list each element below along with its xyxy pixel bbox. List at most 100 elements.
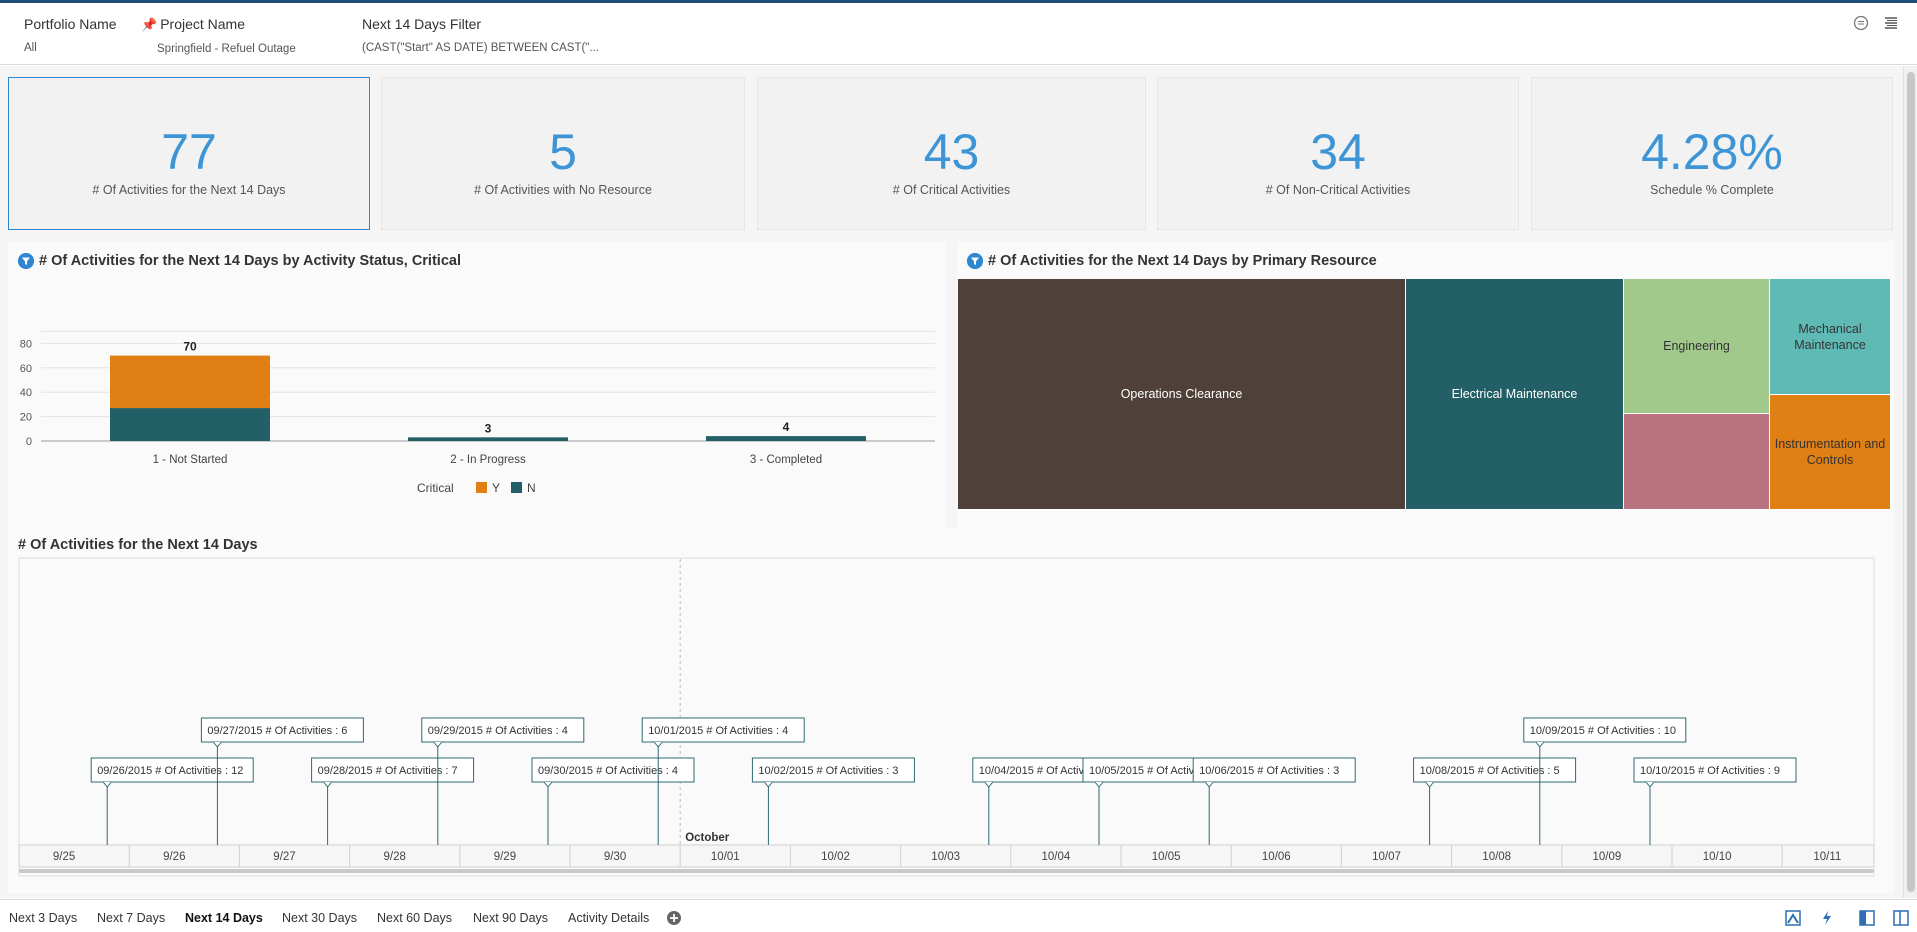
plus-circle-icon[interactable]	[666, 910, 682, 931]
filter-next-14-days[interactable]: Next 14 Days Filter (CAST("Start" AS DAT…	[362, 16, 599, 54]
treemap-label: Instrumentation and Controls	[1774, 437, 1886, 467]
bar-segment-Y[interactable]	[110, 355, 270, 409]
x-tick-label: 10/11	[1813, 851, 1841, 863]
event-box[interactable]	[641, 717, 805, 743]
split-pane-icon[interactable]	[1892, 909, 1910, 931]
legend-swatch-y[interactable]	[476, 482, 487, 493]
kpi-tile-no-resource[interactable]: 5 # Of Activities with No Resource	[381, 77, 745, 230]
event-pointer	[323, 781, 332, 788]
tab-next-3-days[interactable]: Next 3 Days	[9, 911, 78, 925]
event-pointer	[1535, 741, 1545, 748]
kpi-tile-activities-next-14[interactable]: 77 # Of Activities for the Next 14 Days	[8, 77, 370, 230]
filter-value: (CAST("Start" AS DATE) BETWEEN CAST("...	[362, 42, 599, 54]
treemap-label: Mechanical Maintenance	[1794, 321, 1866, 352]
event-box[interactable]	[1192, 757, 1356, 783]
treemap-cell-other[interactable]	[1624, 414, 1770, 510]
timeline-panel: # Of Activities for the Next 14 Days 9/2…	[8, 529, 1894, 893]
panel-title: # Of Activities for the Next 14 Days by …	[988, 253, 1377, 269]
event-label: 09/28/2015 # Of Activities : 7	[318, 765, 458, 777]
filter-funnel-icon[interactable]	[967, 253, 983, 269]
x-tick-label: 10/10	[1703, 851, 1732, 863]
x-tick-label: 9/26	[163, 851, 185, 863]
event-pointer	[102, 781, 112, 788]
event-box[interactable]	[200, 717, 364, 743]
panel-title: # Of Activities for the Next 14 Days	[18, 537, 258, 553]
event-box[interactable]	[1633, 757, 1797, 783]
tab-next-30-days[interactable]: Next 30 Days	[282, 911, 358, 925]
tab-next-90-days[interactable]: Next 90 Days	[473, 911, 549, 925]
vertical-scrollbar[interactable]	[1903, 66, 1917, 898]
bar-chart-panel: # Of Activities for the Next 14 Days by …	[8, 241, 946, 578]
filter-portfolio-name[interactable]: Portfolio Name All	[24, 16, 117, 54]
bar-total-label: 4	[783, 420, 790, 434]
x-tick-label: 10/02	[821, 851, 850, 863]
event-label: 10/10/2015 # Of Activities : 9	[1640, 765, 1780, 777]
event-label: 10/09/2015 # Of Activities : 10	[1530, 725, 1676, 737]
event-box[interactable]	[531, 757, 695, 783]
tab-next-14-days[interactable]: Next 14 Days	[185, 911, 263, 925]
treemap-cell-operations-clearance[interactable]: Operations Clearance	[958, 279, 1406, 510]
tab-activity-details[interactable]: Activity Details	[568, 911, 650, 925]
treemap-label: Engineering	[1663, 339, 1730, 353]
event-label: 09/30/2015 # Of Activities : 4	[538, 765, 678, 777]
scrollbar-thumb[interactable]	[1907, 72, 1915, 892]
present-icon[interactable]	[1784, 909, 1802, 931]
event-pointer	[543, 781, 553, 788]
treemap-panel: # Of Activities for the Next 14 Days by …	[957, 241, 1894, 578]
event-label: 10/01/2015 # Of Activities : 4	[648, 725, 788, 737]
event-box[interactable]	[90, 757, 254, 783]
bar-segment-N[interactable]	[706, 436, 866, 441]
kpi-value: 4.28%	[1641, 124, 1783, 180]
y-tick-label: 20	[20, 412, 32, 424]
month-label: October	[685, 832, 730, 844]
treemap-cell-engineering[interactable]: Engineering	[1624, 279, 1770, 414]
speech-bubble-icon[interactable]	[1853, 15, 1869, 36]
kpi-tile-non-critical[interactable]: 34 # Of Non-Critical Activities	[1157, 77, 1519, 230]
event-pointer	[1645, 781, 1655, 788]
event-box[interactable]	[1413, 757, 1577, 783]
filter-value: All	[24, 42, 37, 54]
y-tick-label: 60	[20, 363, 32, 375]
hamburger-menu-icon[interactable]	[1883, 15, 1899, 36]
event-box[interactable]	[1523, 717, 1687, 743]
treemap-cell-instrumentation-controls[interactable]: Instrumentation and Controls	[1770, 395, 1891, 510]
legend-title: Critical	[417, 481, 454, 495]
horizontal-scrollbar[interactable]	[19, 869, 1874, 873]
x-tick-label: 3 - Completed	[750, 454, 822, 466]
pin-icon[interactable]: 📌	[141, 17, 158, 32]
treemap-cell-electrical-maintenance[interactable]: Electrical Maintenance	[1406, 279, 1624, 510]
bar-segment-N[interactable]	[110, 408, 270, 441]
single-pane-icon[interactable]	[1858, 909, 1876, 931]
legend-label-y: Y	[492, 481, 500, 495]
x-tick-label: 10/09	[1593, 851, 1622, 863]
event-label: 10/08/2015 # Of Activities : 5	[1420, 765, 1560, 777]
filter-funnel-icon[interactable]	[18, 253, 34, 269]
tab-next-7-days[interactable]: Next 7 Days	[97, 911, 166, 925]
filter-label: Portfolio Name	[24, 16, 117, 32]
kpi-value: 5	[549, 124, 577, 180]
kpi-tile-critical[interactable]: 43 # Of Critical Activities	[757, 77, 1146, 230]
treemap-cell-mechanical-maintenance[interactable]: Mechanical Maintenance	[1770, 279, 1891, 395]
kpi-tile-schedule-complete[interactable]: 4.28% Schedule % Complete	[1531, 77, 1893, 230]
event-box[interactable]	[421, 717, 585, 743]
filter-project-name[interactable]: 📌 Project Name Springfield - Refuel Outag…	[141, 16, 296, 55]
canvas: 77 # Of Activities for the Next 14 Days …	[0, 66, 1903, 898]
legend-swatch-n[interactable]	[511, 482, 522, 493]
y-tick-label: 0	[26, 436, 32, 448]
refresh-icon[interactable]	[1818, 909, 1836, 931]
x-tick-label: 10/06	[1262, 851, 1291, 863]
event-pointer	[653, 741, 663, 748]
timeline-chart[interactable]: 9/25 9/26 9/27 9/28 9/29 9/30 10/01 10/02 10/03 1…	[8, 557, 1894, 893]
event-box[interactable]	[311, 757, 475, 783]
kpi-value: 34	[1310, 124, 1366, 180]
x-tick-label: 9/30	[604, 851, 626, 863]
timeline-frame	[18, 557, 1875, 877]
bar-chart: 0 20 40 60 80 70 1 - Not Started 3 2 - In Progre…	[20, 330, 935, 495]
event-pointer	[1204, 781, 1214, 788]
treemap-label: Operations Clearance	[1120, 387, 1243, 401]
time-axis	[18, 844, 1875, 868]
event-box[interactable]	[751, 757, 915, 783]
bar-segment-N[interactable]	[408, 437, 568, 441]
tab-next-60-days[interactable]: Next 60 Days	[377, 911, 453, 925]
